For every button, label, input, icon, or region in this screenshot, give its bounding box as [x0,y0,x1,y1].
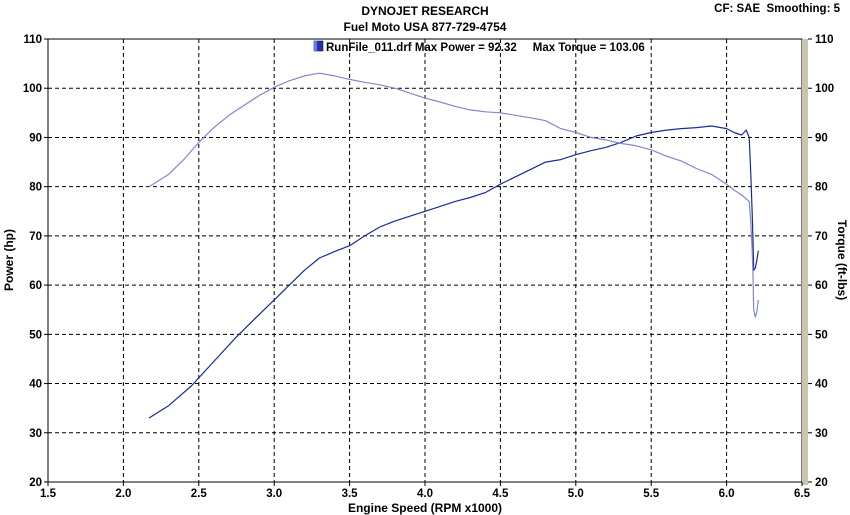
x-axis-label: Engine Speed (RPM x1000) [348,501,502,515]
y-tick-label-right: 110 [815,34,834,46]
x-tick-label: 4.0 [417,488,433,500]
chart-subtitle: Fuel Moto USA 877-729-4754 [344,20,507,34]
y-axis-label-left: Power (hp) [2,229,16,291]
torque-curve [148,72,759,318]
x-tick-label: 6.5 [794,488,811,500]
y-tick-label-left: 20 [29,477,42,489]
x-tick-label: 3.5 [342,488,359,500]
y-tick-label-left: 90 [29,132,42,144]
y-tick-label-right: 50 [815,329,828,341]
y-tick-label-right: 70 [815,231,828,243]
x-tick-label: 5.0 [568,488,584,500]
y-tick-label-left: 30 [29,428,42,440]
x-tick-label: 6.0 [719,488,735,500]
y-tick-label-right: 80 [815,182,828,194]
x-tick-label: 4.5 [492,488,509,500]
y-axis-label-right: Torque (ft-lbs) [835,220,849,300]
y-tick-label-right: 20 [815,477,828,489]
plot-area [47,38,808,485]
y-tick-label-left: 110 [23,34,42,46]
y-tick-label-left: 60 [29,280,42,292]
y-tick-label-right: 90 [815,132,828,144]
power-curve [148,125,759,419]
right-axis-strip [802,39,808,485]
x-tick-label: 5.5 [643,488,660,500]
chart-title: DYNOJET RESEARCH [361,4,488,18]
y-tick-label-left: 100 [23,83,42,95]
series-layer [148,72,759,419]
x-tick-label: 2.0 [115,488,131,500]
axis-ticks: 1.5 2.0 2.5 3.0 3.5 4.0 4.5 5.0 5.5 6.0 6.5 20 20 30 3… [23,34,834,500]
y-tick-label-left: 40 [29,379,42,391]
y-tick-label-right: 60 [815,280,828,292]
x-tick-label: 2.5 [191,488,208,500]
x-tick-label: 3.0 [266,488,282,500]
y-tick-label-left: 70 [29,231,42,243]
y-tick-label-left: 80 [29,182,42,194]
settings-label: CF: SAE Smoothing: 5 [714,3,840,15]
y-tick-label-right: 30 [815,428,828,440]
y-tick-label-right: 40 [815,379,828,391]
y-tick-label-left: 50 [29,329,42,341]
legend-text: RunFile_011.drf Max Power = 92.32 Max To… [326,42,645,54]
legend-swatch-highlight [314,41,317,51]
y-tick-label-right: 100 [815,83,834,95]
x-tick-label: 1.5 [40,488,57,500]
